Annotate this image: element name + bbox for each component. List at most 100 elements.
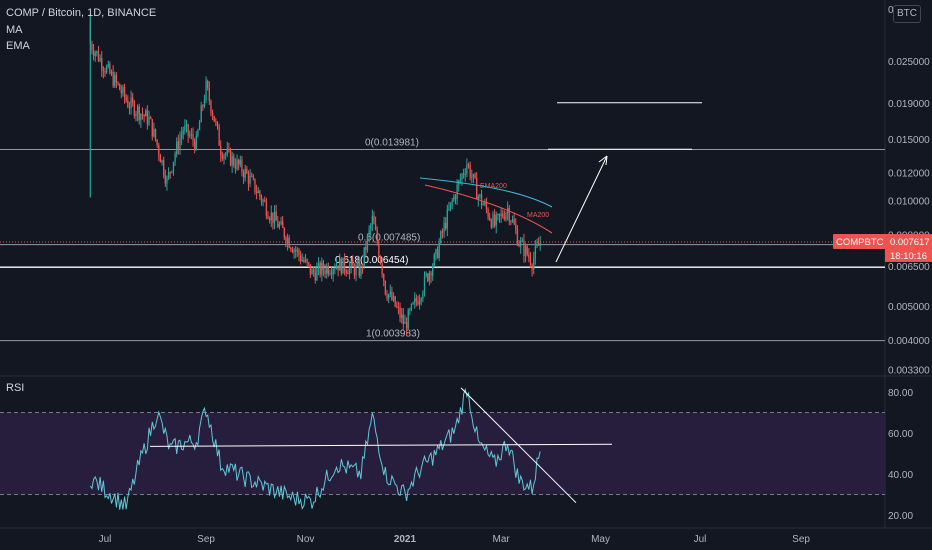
candle-body [236, 159, 238, 169]
candle-body [537, 244, 540, 246]
candle-body [182, 130, 184, 135]
time-tick-label: 2021 [394, 534, 417, 545]
candle-body [343, 257, 346, 271]
candle-body [96, 51, 98, 53]
candle-body [363, 247, 365, 267]
candle-body [185, 124, 188, 127]
candle-body [215, 121, 217, 123]
candle-body [422, 292, 424, 299]
candle-body [114, 75, 116, 87]
candle-body [177, 141, 180, 150]
indicator-ema-label[interactable]: EMA [6, 40, 30, 52]
candle-body [394, 296, 396, 307]
candle-body [472, 173, 475, 177]
candle-body [355, 265, 357, 276]
indicator-ma-label[interactable]: MA [6, 24, 23, 36]
candle-body [454, 196, 457, 200]
candle-body [249, 175, 251, 184]
candle-body [477, 196, 479, 200]
candle-body [396, 306, 398, 308]
candle-body [280, 221, 282, 225]
candle-body [169, 172, 171, 174]
candle-body [200, 105, 202, 123]
candle-body [309, 264, 312, 275]
candle-body [94, 52, 96, 56]
currency-badge[interactable]: BTC [893, 5, 921, 23]
candle-body [130, 97, 132, 108]
candle-body [319, 263, 321, 275]
price-tag[interactable]: COMPBTC 0.007617 18:10:16 [833, 233, 932, 262]
time-tick-label: Mar [493, 534, 511, 545]
candle-body [156, 139, 158, 146]
candle-body [298, 249, 300, 256]
candle-body [366, 235, 369, 251]
candle-body [449, 202, 452, 209]
candle-body [347, 273, 349, 275]
candle-body [497, 214, 499, 216]
fib-label: 0.5(0.007485) [358, 233, 420, 244]
candle-body [464, 173, 466, 175]
price-tick-label: 0.005000 [888, 302, 930, 313]
time-tick-label: May [591, 534, 610, 545]
candle-body [132, 97, 134, 103]
candle-body [329, 273, 331, 275]
candle-body [308, 262, 310, 265]
candle-body [154, 128, 157, 140]
candle-body [293, 249, 295, 253]
candle-body [316, 267, 318, 281]
candle-body [97, 51, 100, 61]
candle-body [539, 242, 541, 246]
candle-body [184, 126, 186, 131]
candle-body [133, 102, 135, 116]
candle-body [110, 72, 113, 74]
candle-body [141, 113, 144, 116]
candle-body [446, 209, 448, 229]
candle-body [102, 69, 105, 71]
candle-body [469, 165, 471, 178]
time-tick-label: Jul [694, 534, 707, 545]
candle-body [401, 314, 403, 318]
candle-body [432, 266, 434, 276]
candle-body [480, 194, 483, 205]
candle-body [247, 173, 250, 184]
candle-body [529, 257, 532, 266]
candle-body [119, 83, 121, 90]
candle-body [190, 133, 193, 136]
candle-body [122, 86, 124, 94]
candle-body [194, 140, 196, 150]
candle-body [115, 75, 118, 83]
fib-label: 1(0.003983) [366, 329, 420, 340]
candle-body [420, 298, 422, 301]
candle-body [466, 164, 468, 174]
countdown-box [885, 248, 932, 262]
candle-body [187, 124, 189, 136]
candle-body [376, 229, 378, 243]
candle-body [462, 174, 465, 176]
candle-body [528, 254, 530, 258]
candle-body [159, 155, 162, 163]
candle-body [224, 153, 227, 155]
price-tag-value: 0.007617 [890, 237, 930, 248]
candle-body [456, 184, 458, 200]
candle-body [158, 145, 160, 156]
candle-body [260, 196, 263, 202]
candle-body [213, 116, 215, 122]
candle-body [109, 63, 111, 74]
candle-body [127, 100, 129, 108]
candle-body [205, 80, 207, 101]
candle-body [467, 164, 470, 166]
candle-body [91, 43, 93, 51]
rsi-support-trendline [149, 443, 613, 447]
rsi-label[interactable]: RSI [6, 382, 25, 394]
candle-body [172, 161, 175, 172]
candle-body [339, 258, 341, 271]
candle-body [510, 221, 512, 223]
price-tick-label: 0.015000 [888, 135, 930, 146]
candle-body [283, 227, 285, 238]
candle-body [278, 224, 281, 228]
candle-body [145, 110, 147, 117]
candle-body [195, 135, 197, 150]
candle-body [327, 265, 329, 274]
grid [0, 0, 932, 529]
candle-body [136, 106, 139, 114]
